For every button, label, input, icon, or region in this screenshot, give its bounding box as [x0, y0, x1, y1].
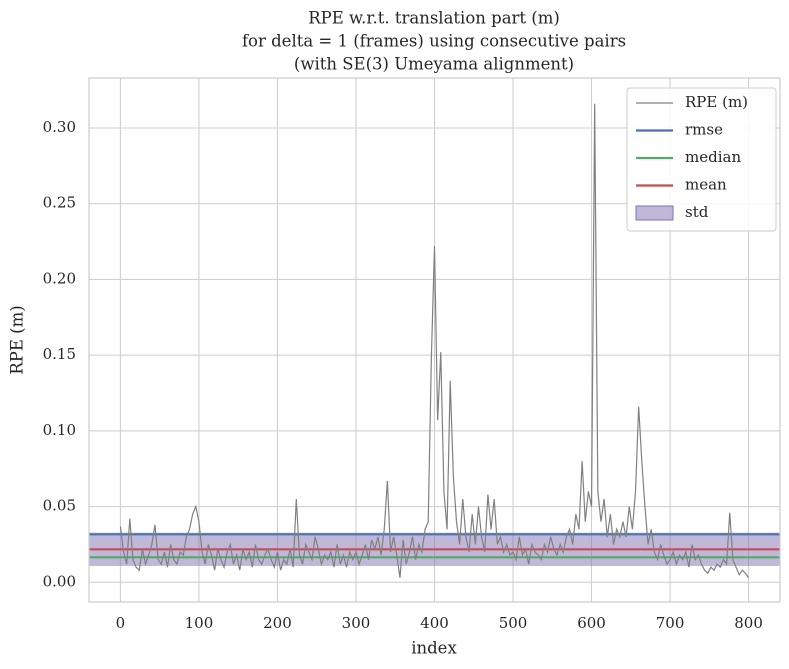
y-axis-label: RPE (m) [8, 305, 27, 374]
x-tick-label: 200 [263, 614, 292, 632]
y-tick-label: 0.30 [43, 118, 76, 136]
x-tick-label: 400 [420, 614, 449, 632]
chart-title: (with SE(3) Umeyama alignment) [294, 55, 574, 74]
axes-frame [88, 77, 781, 603]
legend-label: std [685, 203, 709, 221]
chart-title: for delta = 1 (frames) using consecutive… [242, 32, 626, 51]
x-tick-label: 800 [734, 614, 763, 632]
x-axis-label: index [411, 639, 457, 658]
legend-label: median [685, 148, 741, 166]
legend: RPE (m) rmse median mean std [626, 87, 777, 232]
legend-label: rmse [685, 121, 723, 139]
chart-title: RPE w.r.t. translation part (m) [308, 9, 560, 28]
y-tick-label: 0.10 [43, 421, 76, 439]
y-tick-label: 0.15 [43, 345, 76, 363]
y-tick-label: 0.05 [43, 497, 76, 515]
x-tick-label: 100 [185, 614, 214, 632]
rpe-line [119, 103, 750, 579]
x-tick-label: 0 [116, 614, 126, 632]
x-tick-label: 600 [577, 614, 606, 632]
x-tick-label: 500 [499, 614, 528, 632]
legend-label: mean [685, 176, 727, 194]
legend-box [626, 87, 777, 232]
x-tick-label: 300 [342, 614, 371, 632]
legend-swatch [635, 205, 674, 221]
legend-label: RPE (m) [685, 93, 748, 111]
y-tick-label: 0.25 [43, 194, 76, 212]
x-tick-label: 700 [656, 614, 685, 632]
y-tick-label: 0.00 [43, 572, 76, 590]
y-tick-label: 0.20 [43, 269, 76, 287]
